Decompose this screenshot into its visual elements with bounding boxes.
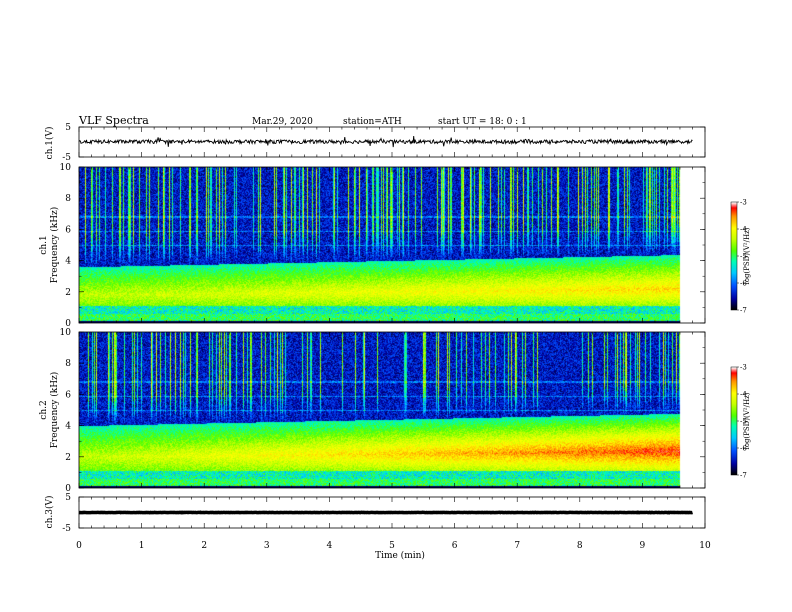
x-tick-label: 0 xyxy=(76,541,82,551)
y-tick-label: 4 xyxy=(65,422,71,432)
colorbar-tick-label: -6 xyxy=(740,280,747,288)
ch1-waveform-trace xyxy=(78,136,693,148)
x-tick-label: 3 xyxy=(264,541,270,551)
y-tick-label: 5 xyxy=(65,493,71,503)
colorbar-tick-label: -3 xyxy=(740,364,747,372)
ch1-spectrogram-image xyxy=(79,167,692,323)
colorbar-tick-label: -4 xyxy=(740,226,747,234)
y-tick-label: 6 xyxy=(65,390,71,400)
y-tick-label: 5 xyxy=(65,123,71,133)
start-time-label: start UT = 18: 0 : 1 xyxy=(438,117,527,127)
x-tick-label: 6 xyxy=(452,541,458,551)
x-tick-label: 7 xyxy=(514,541,520,551)
y-tick-label: 6 xyxy=(65,225,71,235)
ch2-spectrogram-ylabel-top: ch.2 xyxy=(39,400,49,419)
waveform-traces xyxy=(78,136,693,515)
ch2-spectrogram-ylabel: Frequency (kHz) xyxy=(49,372,60,449)
y-tick-label: 2 xyxy=(65,288,71,298)
colorbar-tick-label: -7 xyxy=(740,472,747,480)
x-tick-label: 2 xyxy=(201,541,207,551)
x-tick-label: 10 xyxy=(699,541,711,551)
colorbar-tick-label: -5 xyxy=(740,253,747,261)
y-tick-label: 10 xyxy=(60,163,72,173)
colorbar-tick-label: -5 xyxy=(740,418,747,426)
ch1-spectrogram-ylabel-top: ch.1 xyxy=(39,235,49,254)
x-tick-label: 9 xyxy=(640,541,646,551)
date-label: Mar.29, 2020 xyxy=(252,117,313,127)
x-axis-label: Time (min) xyxy=(375,550,425,561)
y-tick-label: -5 xyxy=(62,524,71,534)
colorbar-tick-label: -6 xyxy=(740,445,747,453)
y-tick-label: 2 xyxy=(65,453,71,463)
figure-title: VLF Spectra xyxy=(78,114,149,127)
y-tick-label: 8 xyxy=(65,359,71,369)
x-tick-label: 5 xyxy=(389,541,395,551)
ch1-ylabel: ch.1(V) xyxy=(44,127,55,160)
y-tick-label: 0 xyxy=(65,484,71,494)
y-tick-label: 4 xyxy=(65,257,71,267)
x-tick-label: 8 xyxy=(577,541,583,551)
axis-ticks: 0 1 2 3 4 5 6 7 8 9 105-5024681002468105-5-3-4-5-6… xyxy=(60,123,748,551)
ch3-ylabel: ch.3(V) xyxy=(44,496,55,529)
colorbar-tick-label: -7 xyxy=(740,307,747,315)
y-tick-label: 8 xyxy=(65,194,71,204)
ch2-colorbar-label: log(PSD)(V²/Hz) xyxy=(743,392,751,449)
y-tick-label: 10 xyxy=(60,328,72,338)
y-tick-label: -5 xyxy=(62,153,71,163)
ch2-spectrogram-image xyxy=(79,332,692,488)
ch2-colorbar xyxy=(731,367,737,475)
colorbar-tick-label: -4 xyxy=(740,391,747,399)
ch1-spectrogram-ylabel: Frequency (kHz) xyxy=(49,207,60,284)
x-tick-label: 1 xyxy=(139,541,145,551)
ch1-colorbar-label: log(PSD)(V²/Hz) xyxy=(743,227,751,284)
station-label: station=ATH xyxy=(343,117,402,127)
x-tick-label: 4 xyxy=(327,541,333,551)
y-tick-label: 0 xyxy=(65,319,71,329)
colorbar-tick-label: -3 xyxy=(740,199,747,207)
ch1-colorbar xyxy=(731,202,737,310)
